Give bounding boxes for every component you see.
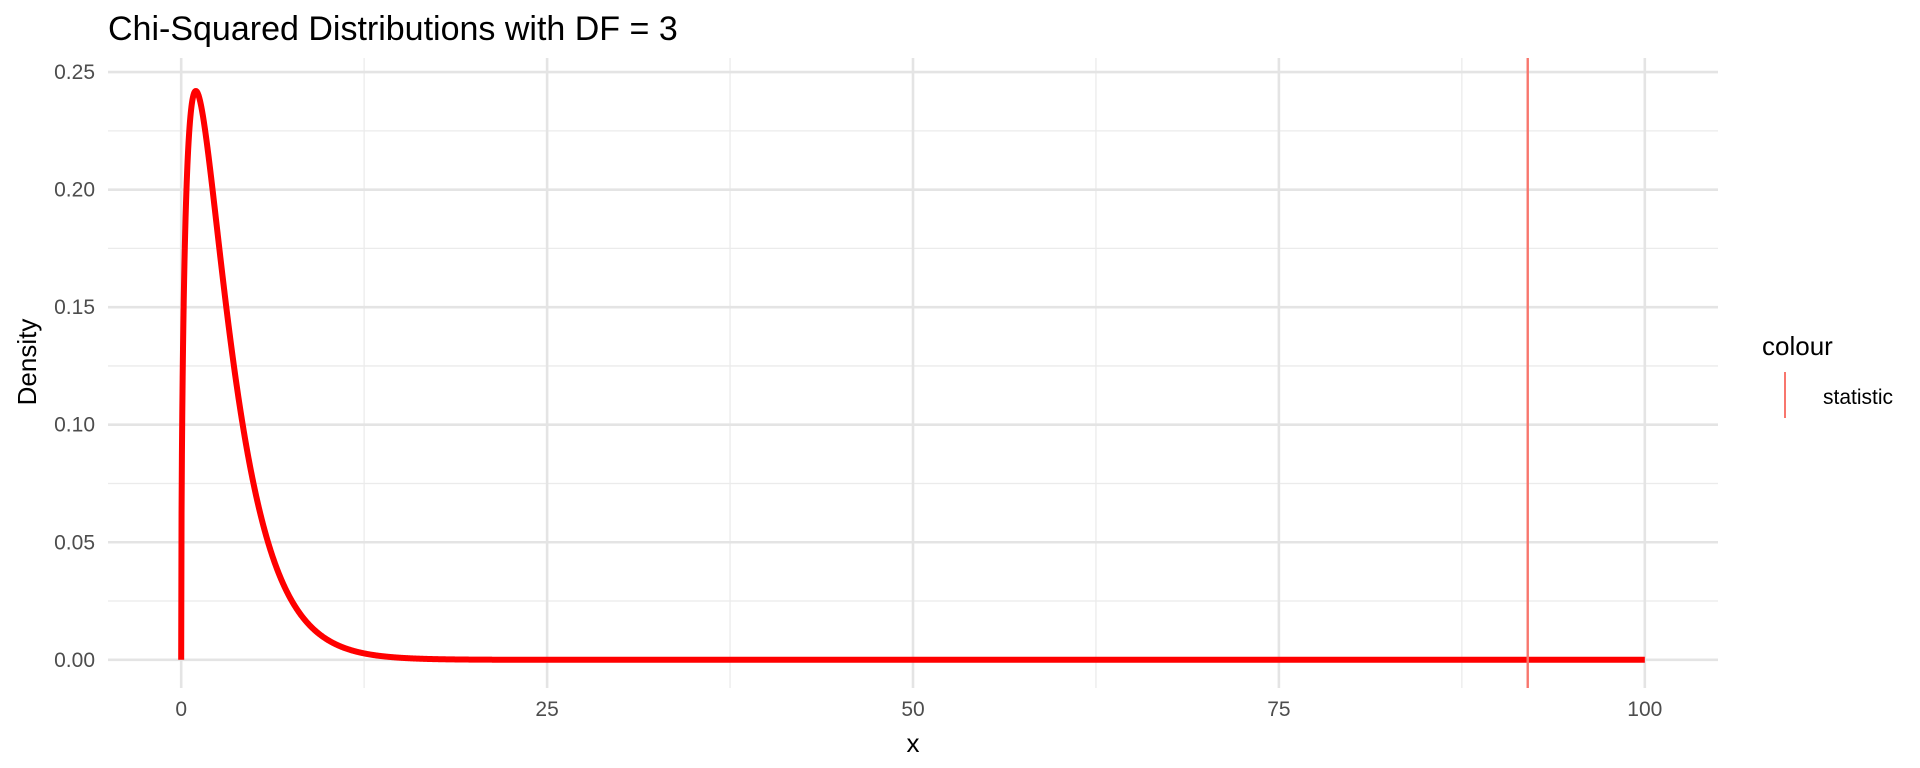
y-tick-label: 0.20 bbox=[54, 179, 95, 202]
series-layer bbox=[178, 58, 1648, 688]
legend-label-statistic: statistic bbox=[1823, 386, 1893, 409]
legend: colour statistic bbox=[1762, 331, 1893, 418]
x-tick-label: 0 bbox=[175, 698, 187, 721]
x-tick-label: 75 bbox=[1267, 698, 1290, 721]
x-axis-ticks: 0 25 50 75 100 bbox=[175, 698, 1662, 721]
y-tick-label: 0.10 bbox=[54, 414, 95, 437]
x-tick-label: 100 bbox=[1627, 698, 1662, 721]
x-tick-label: 50 bbox=[901, 698, 924, 721]
y-axis-title: Density bbox=[12, 319, 42, 406]
y-tick-label: 0.25 bbox=[54, 61, 95, 84]
x-tick-label: 25 bbox=[535, 698, 558, 721]
x-axis-title: x bbox=[907, 728, 920, 758]
y-axis-ticks: 0.00 0.05 0.10 0.15 0.20 0.25 bbox=[54, 61, 95, 672]
y-tick-label: 0.15 bbox=[54, 296, 95, 319]
major-gridlines bbox=[108, 58, 1718, 688]
y-tick-label: 0.05 bbox=[54, 531, 95, 554]
y-tick-label: 0.00 bbox=[54, 649, 95, 672]
legend-title: colour bbox=[1762, 331, 1833, 361]
density-curve-df-3 bbox=[178, 87, 1648, 663]
chart-title: Chi-Squared Distributions with DF = 3 bbox=[108, 10, 678, 48]
